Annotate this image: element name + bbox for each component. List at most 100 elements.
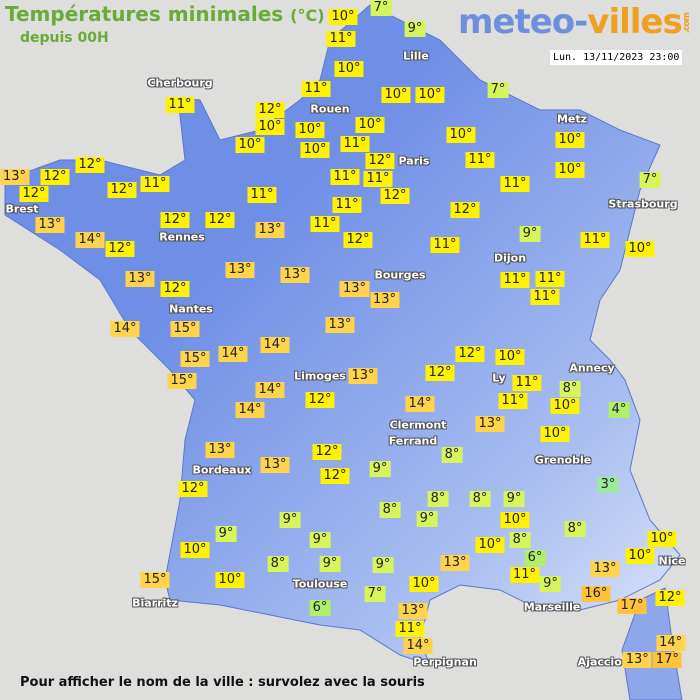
temperature-marker[interactable]: 12° bbox=[160, 212, 190, 228]
temperature-marker[interactable]: 11° bbox=[580, 232, 610, 248]
temperature-marker[interactable]: 8° bbox=[267, 556, 289, 572]
temperature-marker[interactable]: 12° bbox=[455, 346, 485, 362]
temperature-marker[interactable]: 13° bbox=[398, 603, 428, 619]
temperature-marker[interactable]: 7° bbox=[487, 82, 509, 98]
temperature-marker[interactable]: 11° bbox=[340, 135, 370, 152]
temperature-marker[interactable]: 13° bbox=[348, 368, 378, 384]
temperature-marker[interactable]: 9° bbox=[540, 576, 561, 592]
temperature-marker[interactable]: 10° bbox=[300, 142, 330, 158]
temperature-marker[interactable]: 16° bbox=[581, 586, 611, 602]
temperature-marker[interactable]: 10° bbox=[555, 162, 585, 178]
temperature-marker[interactable]: 12° bbox=[107, 182, 137, 198]
temperature-marker[interactable]: 7° bbox=[364, 586, 386, 602]
temperature-marker[interactable]: 10° bbox=[180, 542, 210, 558]
temperature-marker[interactable]: 9° bbox=[519, 226, 541, 242]
temperature-marker[interactable]: 9° bbox=[215, 526, 237, 542]
temperature-marker[interactable]: 10° bbox=[409, 576, 439, 592]
temperature-marker[interactable]: 13° bbox=[440, 555, 470, 571]
temperature-marker[interactable]: 17° bbox=[652, 652, 682, 668]
temperature-marker[interactable]: 10° bbox=[235, 137, 265, 153]
temperature-marker[interactable]: 10° bbox=[355, 117, 385, 133]
temperature-marker[interactable]: 8° bbox=[379, 502, 401, 518]
temperature-marker[interactable]: 12° bbox=[305, 392, 335, 408]
temperature-marker[interactable]: 11° bbox=[330, 169, 360, 185]
temperature-marker[interactable]: 11° bbox=[395, 621, 425, 637]
temperature-marker[interactable]: 13° bbox=[325, 317, 355, 333]
temperature-marker[interactable]: 13° bbox=[125, 271, 155, 287]
temperature-marker[interactable]: 11° bbox=[165, 97, 195, 113]
temperature-marker[interactable]: 13° bbox=[205, 442, 235, 458]
temperature-marker[interactable]: 10° bbox=[255, 119, 285, 135]
temperature-marker[interactable]: 10° bbox=[328, 9, 358, 25]
temperature-marker[interactable]: 14° bbox=[260, 337, 290, 353]
temperature-marker[interactable]: 15° bbox=[170, 321, 200, 337]
temperature-marker[interactable]: 7° bbox=[639, 172, 661, 188]
temperature-marker[interactable]: 6° bbox=[309, 600, 331, 616]
temperature-marker[interactable]: 14° bbox=[75, 232, 105, 248]
temperature-marker[interactable]: 14° bbox=[235, 402, 265, 418]
temperature-marker[interactable]: 11° bbox=[310, 216, 340, 232]
temperature-marker[interactable]: 13° bbox=[0, 168, 30, 185]
temperature-marker[interactable]: 10° bbox=[550, 398, 580, 414]
temperature-marker[interactable]: 11° bbox=[510, 566, 540, 583]
temperature-marker[interactable]: 11° bbox=[500, 176, 530, 192]
temperature-marker[interactable]: 11° bbox=[465, 152, 495, 168]
temperature-marker[interactable]: 14° bbox=[110, 321, 140, 337]
temperature-marker[interactable]: 11° bbox=[500, 272, 530, 288]
temperature-marker[interactable]: 10° bbox=[540, 426, 570, 442]
temperature-marker[interactable]: 11° bbox=[498, 393, 528, 409]
temperature-marker[interactable]: 11° bbox=[247, 187, 277, 203]
temperature-marker[interactable]: 13° bbox=[369, 292, 400, 308]
temperature-marker[interactable]: 12° bbox=[105, 241, 135, 257]
temperature-marker[interactable]: 9° bbox=[416, 511, 438, 527]
temperature-marker[interactable]: 12° bbox=[365, 152, 395, 169]
temperature-marker[interactable]: 10° bbox=[446, 127, 476, 143]
temperature-marker[interactable]: 11° bbox=[535, 271, 565, 287]
temperature-marker[interactable]: 11° bbox=[326, 31, 356, 47]
temperature-marker[interactable]: 15° bbox=[167, 373, 197, 389]
temperature-marker[interactable]: 10° bbox=[495, 349, 525, 365]
temperature-marker[interactable]: 8° bbox=[469, 491, 491, 507]
temperature-marker[interactable]: 10° bbox=[555, 132, 585, 148]
temperature-marker[interactable]: 14° bbox=[255, 382, 285, 398]
temperature-marker[interactable]: 12° bbox=[40, 168, 70, 185]
temperature-marker[interactable]: 13° bbox=[280, 267, 310, 283]
temperature-marker[interactable]: 9° bbox=[279, 512, 301, 528]
temperature-marker[interactable]: 10° bbox=[625, 548, 655, 564]
temperature-marker[interactable]: 12° bbox=[425, 365, 455, 381]
temperature-marker[interactable]: 13° bbox=[622, 652, 652, 668]
temperature-marker[interactable]: 9° bbox=[404, 21, 426, 37]
temperature-marker[interactable]: 10° bbox=[500, 512, 530, 528]
temperature-marker[interactable]: 8° bbox=[427, 491, 449, 507]
temperature-marker[interactable]: 12° bbox=[205, 212, 235, 228]
temperature-marker[interactable]: 12° bbox=[343, 232, 373, 248]
temperature-marker[interactable]: 12° bbox=[655, 590, 685, 606]
temperature-marker[interactable]: 13° bbox=[590, 561, 620, 577]
temperature-marker[interactable]: 10° bbox=[381, 87, 411, 103]
temperature-marker[interactable]: 7° bbox=[370, 0, 392, 16]
temperature-marker[interactable]: 11° bbox=[140, 176, 170, 192]
temperature-marker[interactable]: 11° bbox=[301, 81, 331, 97]
temperature-marker[interactable]: 12° bbox=[312, 444, 342, 460]
temperature-marker[interactable]: 4° bbox=[608, 402, 630, 418]
temperature-marker[interactable]: 12° bbox=[255, 102, 285, 118]
temperature-marker[interactable]: 9° bbox=[369, 461, 391, 477]
temperature-marker[interactable]: 9° bbox=[503, 491, 525, 507]
temperature-marker[interactable]: 8° bbox=[559, 381, 581, 397]
temperature-marker[interactable]: 14° bbox=[218, 346, 248, 362]
temperature-marker[interactable]: 13° bbox=[339, 281, 369, 297]
temperature-marker[interactable]: 3° bbox=[597, 477, 619, 493]
temperature-marker[interactable]: 13° bbox=[260, 457, 290, 473]
temperature-marker[interactable]: 12° bbox=[380, 188, 410, 204]
logo[interactable]: meteo-villes.com bbox=[458, 2, 692, 42]
temperature-marker[interactable]: 6° bbox=[524, 549, 546, 566]
temperature-marker[interactable]: 12° bbox=[160, 281, 190, 297]
temperature-marker[interactable]: 11° bbox=[363, 171, 393, 187]
temperature-marker[interactable]: 13° bbox=[35, 217, 65, 233]
temperature-marker[interactable]: 9° bbox=[319, 556, 341, 572]
temperature-marker[interactable]: 12° bbox=[19, 185, 49, 202]
temperature-marker[interactable]: 10° bbox=[647, 531, 677, 547]
temperature-marker[interactable]: 10° bbox=[295, 122, 325, 138]
temperature-marker[interactable]: 8° bbox=[441, 447, 463, 463]
temperature-marker[interactable]: 12° bbox=[320, 468, 350, 484]
